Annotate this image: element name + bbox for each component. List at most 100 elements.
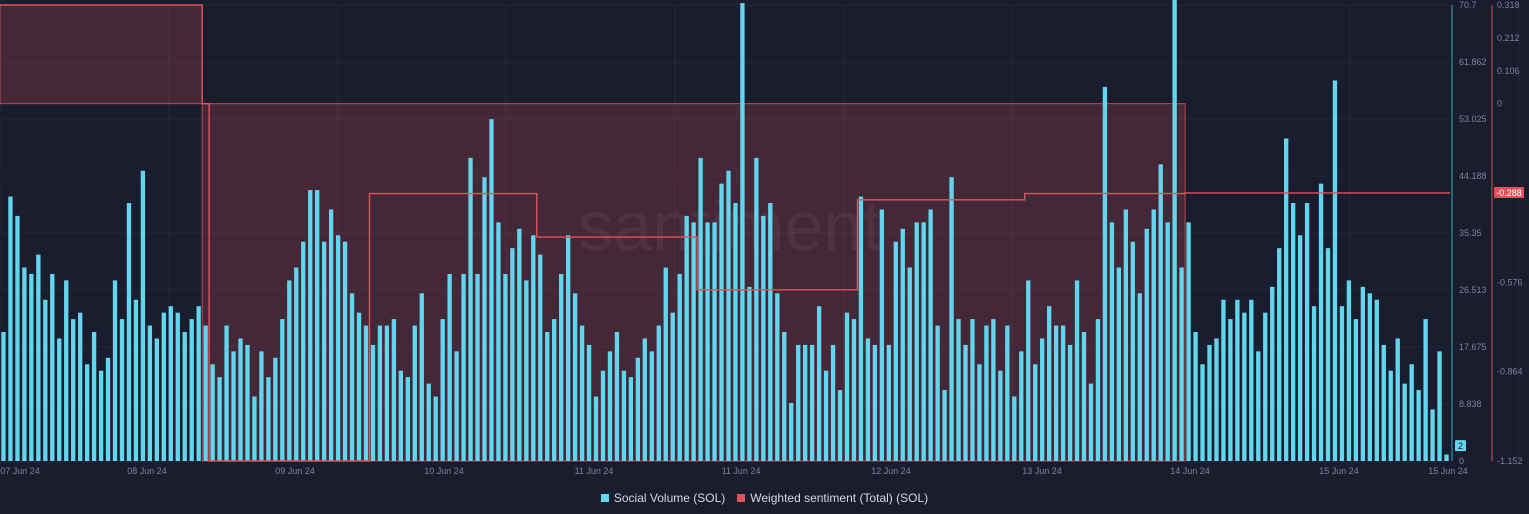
legend-swatch-weighted-sentiment [737,494,746,502]
volume-bar [740,3,745,462]
volume-bar [1033,364,1038,461]
volume-bar [545,332,550,461]
volume-bar [977,364,982,461]
volume-bar [1249,299,1254,461]
x-tick-label: 15 Jun 24 [1428,466,1468,476]
volume-bar [1151,209,1156,461]
volume-bar [217,377,222,461]
social-volume-bars [1,0,1449,462]
volume-bar [1332,80,1338,461]
volume-bar [872,344,878,461]
weighted-sentiment-line [0,4,1450,462]
volume-bar [1207,344,1212,461]
volume-bar [370,344,376,461]
y-right-tick-label: 0.318 [1497,0,1520,10]
volume-bar [538,254,543,461]
volume-bar [684,215,689,461]
volume-bar [761,215,766,461]
volume-bar [524,280,529,461]
volume-bar [503,273,508,461]
y-left-tick-label: 8.838 [1459,399,1482,409]
volume-bar [844,312,850,461]
volume-bar [440,319,445,461]
volume-bar [1172,0,1177,462]
volume-bar [1137,293,1142,461]
y-axis-right-ticks: 0.318 0.212 0.106 0 -0.576 -0.864 -1.152 [1497,0,1523,466]
volume-bar [830,344,836,461]
volume-bar [642,338,647,461]
volume-bar [1374,299,1379,461]
last-value-badges: 2 -0.288 [1455,186,1524,452]
volume-bar [963,344,968,461]
volume-bar [175,312,180,461]
volume-bar [614,332,620,461]
volume-bar [607,351,613,461]
volume-bar [489,119,494,461]
axes [1451,5,1493,461]
volume-bar [635,357,641,461]
volume-bar [1263,312,1268,461]
volume-bar [238,338,243,461]
volume-bar [398,370,404,461]
volume-bar [816,306,822,461]
volume-bar [133,299,139,461]
legend-item-weighted-sentiment[interactable]: Weighted sentiment (Total) (SOL) [737,491,928,505]
y-left-tick-label: 35.35 [1459,228,1482,238]
volume-bar [1040,338,1045,461]
volume-bar [1019,351,1024,461]
volume-last-value-badge [1455,440,1466,452]
y-left-tick-label: 17.675 [1459,342,1487,352]
volume-bar [893,241,898,461]
volume-bar [628,377,634,461]
volume-bar [1284,138,1289,461]
volume-bar [196,306,201,461]
volume-bar [621,370,627,461]
volume-bar [301,241,306,461]
volume-bar [705,222,710,461]
volume-bar [335,235,341,461]
volume-bar [119,319,125,461]
volume-bar [1277,248,1282,461]
volume-bar [991,319,996,461]
volume-bar [949,177,954,461]
volume-bar [796,344,801,461]
volume-bar [126,203,132,461]
volume-bar [510,248,515,461]
volume-bar [454,351,459,461]
volume-bar [161,312,166,461]
volume-bar [1109,222,1115,461]
volume-bar [140,170,146,461]
volume-bar [1081,332,1087,461]
volume-bar [712,222,717,461]
volume-bar [98,370,104,461]
volume-bar [886,344,891,461]
volume-bar [900,228,905,461]
volume-bar [1130,241,1135,461]
volume-bar [1318,183,1324,461]
volume-bar [865,338,871,461]
volume-bar [1388,370,1393,461]
volume-bar [677,273,682,461]
volume-bar [1402,383,1407,461]
legend-item-social-volume[interactable]: Social Volume (SOL) [600,491,725,505]
volume-bar [1116,267,1122,461]
volume-bar [78,312,83,461]
volume-bar [461,273,466,461]
volume-bar [733,203,738,461]
volume-bar [921,222,926,461]
volume-bar [405,377,410,461]
volume-bar [287,280,292,461]
shaded-region-0 [0,4,203,105]
volume-bar [1360,286,1366,461]
volume-bar [266,377,271,461]
y-left-tick-label: 53.025 [1459,114,1487,124]
y-left-tick-label: 0 [1459,456,1464,466]
volume-bar [552,319,557,461]
volume-bar [851,319,857,461]
volume-bar [57,338,62,461]
x-tick-label: 14 Jun 24 [1170,466,1210,476]
volume-bar [809,344,815,461]
volume-bar [1074,280,1080,461]
volume-bar [754,157,759,461]
